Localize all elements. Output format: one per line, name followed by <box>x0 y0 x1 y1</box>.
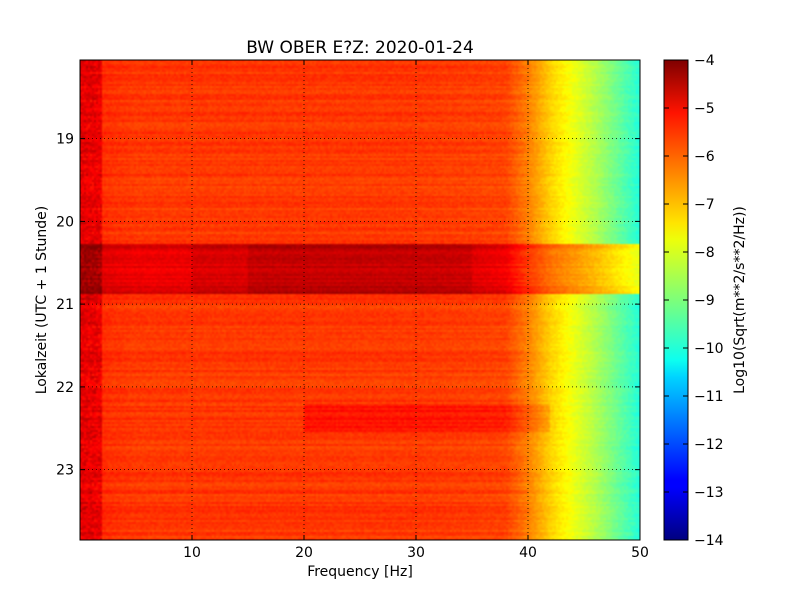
chart-title: BW OBER E?Z: 2020-01-24 <box>246 38 474 58</box>
y-axis: 19 20 21 22 23 <box>56 132 640 479</box>
colorbar-tick-label: −14 <box>694 533 724 549</box>
colorbar-tick-label: −11 <box>694 389 724 405</box>
x-axis-label: Frequency [Hz] <box>307 564 413 580</box>
y-tick-label: 20 <box>56 214 74 230</box>
grid-lines <box>80 60 640 540</box>
colorbar: −4 −5 −6 −7 −8 −9 −10 −11 −12 −13 −14 Log10(Sqrt(m… <box>663 53 748 549</box>
y-tick-label: 19 <box>56 132 74 148</box>
x-tick-label: 30 <box>407 545 425 561</box>
colorbar-tick-label: −7 <box>694 197 715 213</box>
colorbar-tick-label: −13 <box>694 485 724 501</box>
x-tick-label: 40 <box>519 545 537 561</box>
colorbar-tick-label: −8 <box>694 245 715 261</box>
colorbar-tick-label: −9 <box>694 293 715 309</box>
plot-frame <box>79 59 641 541</box>
colorbar-tick-label: −4 <box>694 53 715 69</box>
y-tick-label: 21 <box>56 297 74 313</box>
x-tick-label: 20 <box>295 545 313 561</box>
colorbar-tick-label: −12 <box>694 437 724 453</box>
x-tick-label: 50 <box>631 545 649 561</box>
y-tick-label: 22 <box>56 380 74 396</box>
x-axis: 10 20 30 40 50 <box>183 60 649 561</box>
colorbar-tick-label: −10 <box>694 341 724 357</box>
colorbar-label: Log10(Sqrt(m**2/s**2/Hz)) <box>732 206 748 394</box>
y-axis-label: Lokalzeit (UTC + 1 Stunde) <box>34 206 50 395</box>
colorbar-tick-label: −5 <box>694 101 715 117</box>
colorbar-ticks: −4 −5 −6 −7 −8 −9 −10 −11 −12 −13 −14 <box>664 53 724 549</box>
spectrogram-heatmap <box>80 60 640 540</box>
x-tick-label: 10 <box>183 545 201 561</box>
y-tick-label: 23 <box>56 463 74 479</box>
colorbar-tick-label: −6 <box>694 149 715 165</box>
heatmap-area <box>80 60 640 540</box>
